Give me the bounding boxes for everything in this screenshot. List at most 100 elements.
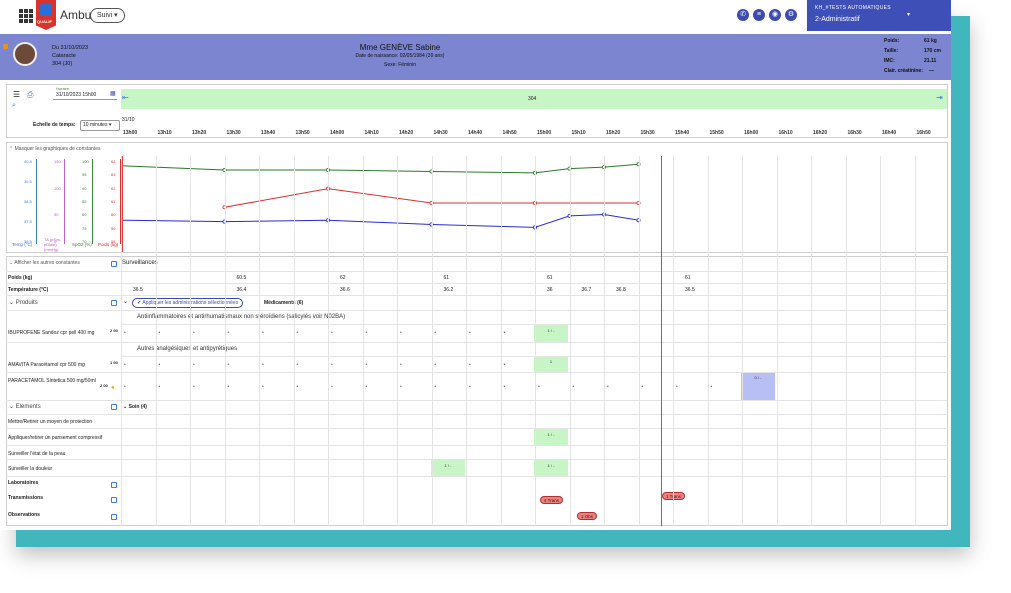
admin-cell[interactable]: 1 — [534, 357, 568, 372]
apps-grid-icon[interactable] — [19, 9, 33, 23]
hide-graphs-label: Masquer les graphiques de constantes — [14, 146, 101, 152]
apply-administrations-button[interactable]: ✔ Appliquer les administrations sélectio… — [132, 298, 244, 308]
edit-icon[interactable] — [111, 497, 117, 503]
schedule-slot[interactable]: • — [124, 384, 126, 390]
stat-value: 170 cm — [924, 48, 941, 54]
care-done-cell[interactable]: 1 / - — [534, 460, 568, 476]
schedule-slot[interactable]: • — [262, 384, 264, 390]
schedule-slot[interactable]: • — [503, 384, 506, 390]
schedule-slot[interactable]: • — [193, 362, 195, 368]
elements-header[interactable]: ⌄ Elements — [9, 403, 41, 410]
schedule-slot[interactable]: • — [607, 384, 609, 390]
measure-value[interactable]: 36.8 — [616, 287, 626, 293]
measure-value[interactable]: 62 — [340, 275, 346, 281]
suivi-dropdown[interactable]: Suivi ▾ — [90, 8, 125, 23]
print-icon[interactable]: ⎙ — [27, 90, 34, 99]
time-label: 13h10 — [157, 130, 172, 136]
observation-pill[interactable]: 1 Obs — [577, 512, 598, 520]
care-done-cell[interactable]: 1 / - — [431, 460, 465, 476]
edit-icon[interactable] — [111, 514, 117, 520]
measure-value[interactable]: 36 — [547, 287, 553, 293]
schedule-slot[interactable]: • — [158, 330, 161, 336]
schedule-slot[interactable]: • — [434, 362, 437, 368]
edit-icon[interactable] — [111, 261, 117, 267]
schedule-slot[interactable]: • — [400, 330, 402, 336]
care-done-cell[interactable]: 1 / - — [534, 429, 568, 445]
measure-value[interactable]: 61 — [443, 275, 450, 281]
search-icon[interactable]: ⌕ — [12, 102, 16, 109]
measure-value[interactable]: 36.4 — [236, 287, 247, 293]
transmission-pill[interactable]: 4 Trans — [540, 496, 564, 504]
schedule-slot[interactable]: • — [469, 384, 471, 390]
measure-value[interactable]: 60.5 — [236, 275, 247, 281]
chevron-down-icon[interactable]: ⌄ — [123, 299, 129, 305]
schedule-slot[interactable]: • — [469, 330, 471, 336]
echelle-select[interactable]: 10 minutes ▾ — [80, 120, 120, 131]
arrow-right-icon[interactable]: ⇥ — [936, 93, 943, 102]
soin-header[interactable]: ⌄ Soin (4) — [123, 404, 147, 410]
schedule-slot[interactable]: • — [331, 330, 333, 336]
schedule-slot[interactable]: • — [572, 384, 575, 390]
edit-icon[interactable] — [111, 300, 117, 306]
list-icon[interactable]: ☰ — [13, 90, 21, 99]
stat-value: 21.11 — [924, 58, 937, 64]
measure-value[interactable]: 36.7 — [581, 287, 592, 293]
schedule-slot[interactable]: • — [227, 362, 230, 368]
schedule-slot[interactable]: • — [124, 330, 126, 336]
schedule-slot[interactable]: • — [434, 384, 437, 390]
schedule-slot[interactable]: • — [158, 384, 161, 390]
schedule-slot[interactable]: • — [469, 362, 471, 368]
schedule-slot[interactable]: • — [296, 330, 299, 336]
measure-value[interactable]: 36.6 — [340, 287, 350, 293]
schedule-slot[interactable]: • — [296, 362, 299, 368]
schedule-slot[interactable]: • — [434, 330, 437, 336]
schedule-slot[interactable]: • — [503, 330, 506, 336]
measure-value[interactable]: 36.5 — [685, 287, 695, 293]
grid-line — [673, 156, 674, 526]
schedule-slot[interactable]: • — [124, 362, 126, 368]
user-menu[interactable]: KH_#TESTS AUTOMATIQUES 2-Administratif ▾ — [807, 0, 951, 31]
phone-icon[interactable]: ✆ — [737, 9, 749, 21]
user-icon[interactable]: ◉ — [769, 9, 781, 21]
schedule-slot[interactable]: • — [262, 330, 264, 336]
other-constants-label: Afficher les autres constantes — [14, 260, 80, 266]
horaire-input[interactable]: 31/10/2023 15h00 — [53, 90, 117, 100]
measure-value[interactable]: 36.5 — [133, 287, 143, 293]
messages-icon[interactable]: ≡ — [753, 9, 765, 21]
edit-icon[interactable] — [111, 482, 117, 488]
schedule-slot[interactable]: • — [193, 330, 195, 336]
edit-icon[interactable] — [111, 404, 117, 410]
schedule-slot[interactable]: • — [193, 384, 195, 390]
calendar-icon[interactable]: ▦ — [110, 91, 116, 97]
schedule-slot[interactable]: • — [400, 384, 402, 390]
schedule-slot[interactable]: • — [227, 384, 230, 390]
other-constants-toggle[interactable]: ⌄ Afficher les autres constantes — [9, 260, 80, 266]
schedule-slot[interactable]: • — [365, 330, 368, 336]
schedule-slot[interactable]: • — [710, 384, 713, 390]
arrow-left-icon[interactable]: ⇤ — [122, 93, 129, 102]
schedule-slot[interactable]: • — [538, 384, 540, 390]
produits-header[interactable]: ⌄ Produits — [9, 299, 38, 306]
planned-cell[interactable]: 0 / - — [741, 373, 775, 400]
schedule-slot[interactable]: • — [331, 384, 333, 390]
schedule-slot[interactable]: • — [331, 362, 333, 368]
schedule-slot[interactable]: • — [503, 362, 506, 368]
measure-value[interactable]: 61 — [685, 275, 691, 281]
settings-icon[interactable]: ⚙ — [785, 9, 797, 21]
care-label: Appliquer/retirer un pansement compressi… — [8, 435, 103, 441]
schedule-slot[interactable]: • — [676, 384, 678, 390]
hide-graphs-toggle[interactable]: ⌃ Masquer les graphiques de constantes — [9, 146, 100, 152]
schedule-slot[interactable]: • — [365, 384, 368, 390]
admin-cell[interactable]: 1 / - — [534, 325, 568, 342]
schedule-slot[interactable]: • — [365, 362, 368, 368]
measure-value[interactable]: 61 — [547, 275, 553, 281]
axis-tick-ta: 50 — [54, 212, 59, 218]
schedule-slot[interactable]: • — [400, 362, 402, 368]
schedule-slot[interactable]: • — [262, 362, 264, 368]
schedule-slot[interactable]: • — [227, 330, 230, 336]
schedule-slot[interactable]: • — [158, 362, 161, 368]
grid-line — [569, 156, 571, 526]
measure-value[interactable]: 36.2 — [443, 287, 454, 293]
schedule-slot[interactable]: • — [296, 384, 299, 390]
schedule-slot[interactable]: • — [641, 384, 644, 390]
